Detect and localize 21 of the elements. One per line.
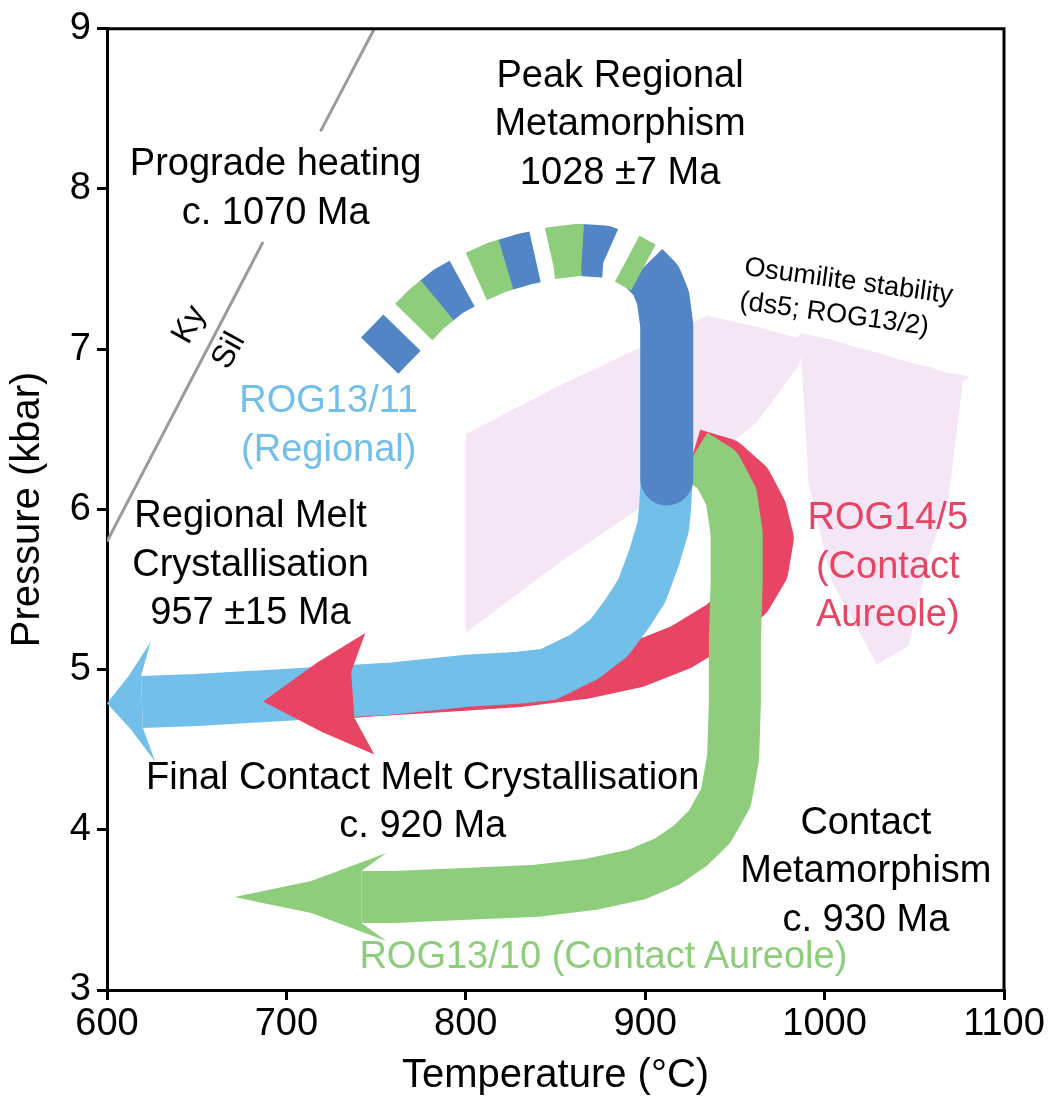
x-tick-label: 1100 xyxy=(963,1001,1045,1044)
x-tick-label: 800 xyxy=(434,1001,498,1044)
y-tick-label: 9 xyxy=(69,5,91,48)
y-tick-label: 4 xyxy=(69,806,91,849)
x-tick-label: 700 xyxy=(254,1001,319,1044)
series-label: ROG14/5 (Contact Aureole) xyxy=(807,495,969,635)
text: ROG13/11 (Regional) xyxy=(239,378,419,469)
y-tick-label: 8 xyxy=(69,165,91,208)
y-axis-title: Pressure (kbar) xyxy=(3,371,48,648)
x-tick-label: 900 xyxy=(613,1001,677,1044)
x-axis-title: Temperature (°C) xyxy=(401,1051,710,1096)
y-tick-label: 7 xyxy=(69,325,91,368)
annotation: Prograde heating c. 1070 Ma xyxy=(129,141,422,233)
x-tick-label: 1000 xyxy=(782,1001,867,1044)
text: Osumilite stability (ds5; ROG13/2) xyxy=(738,251,956,341)
y-tick-label: 5 xyxy=(69,646,91,689)
y-tick-label: 6 xyxy=(69,485,91,528)
annotation: Ky xyxy=(162,298,213,349)
annotation: Final Contact Melt Crystallisation c. 920 Ma xyxy=(146,754,700,846)
annotation: Regional Melt Crystallisation 957 ±15 Ma xyxy=(132,492,369,633)
annotation: Peak Regional Metamorphism 1028 ±7 Ma xyxy=(494,52,746,193)
